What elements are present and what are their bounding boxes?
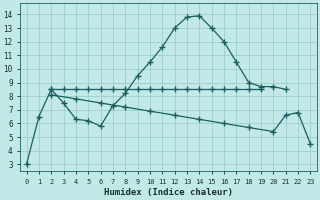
X-axis label: Humidex (Indice chaleur): Humidex (Indice chaleur)	[104, 188, 233, 197]
